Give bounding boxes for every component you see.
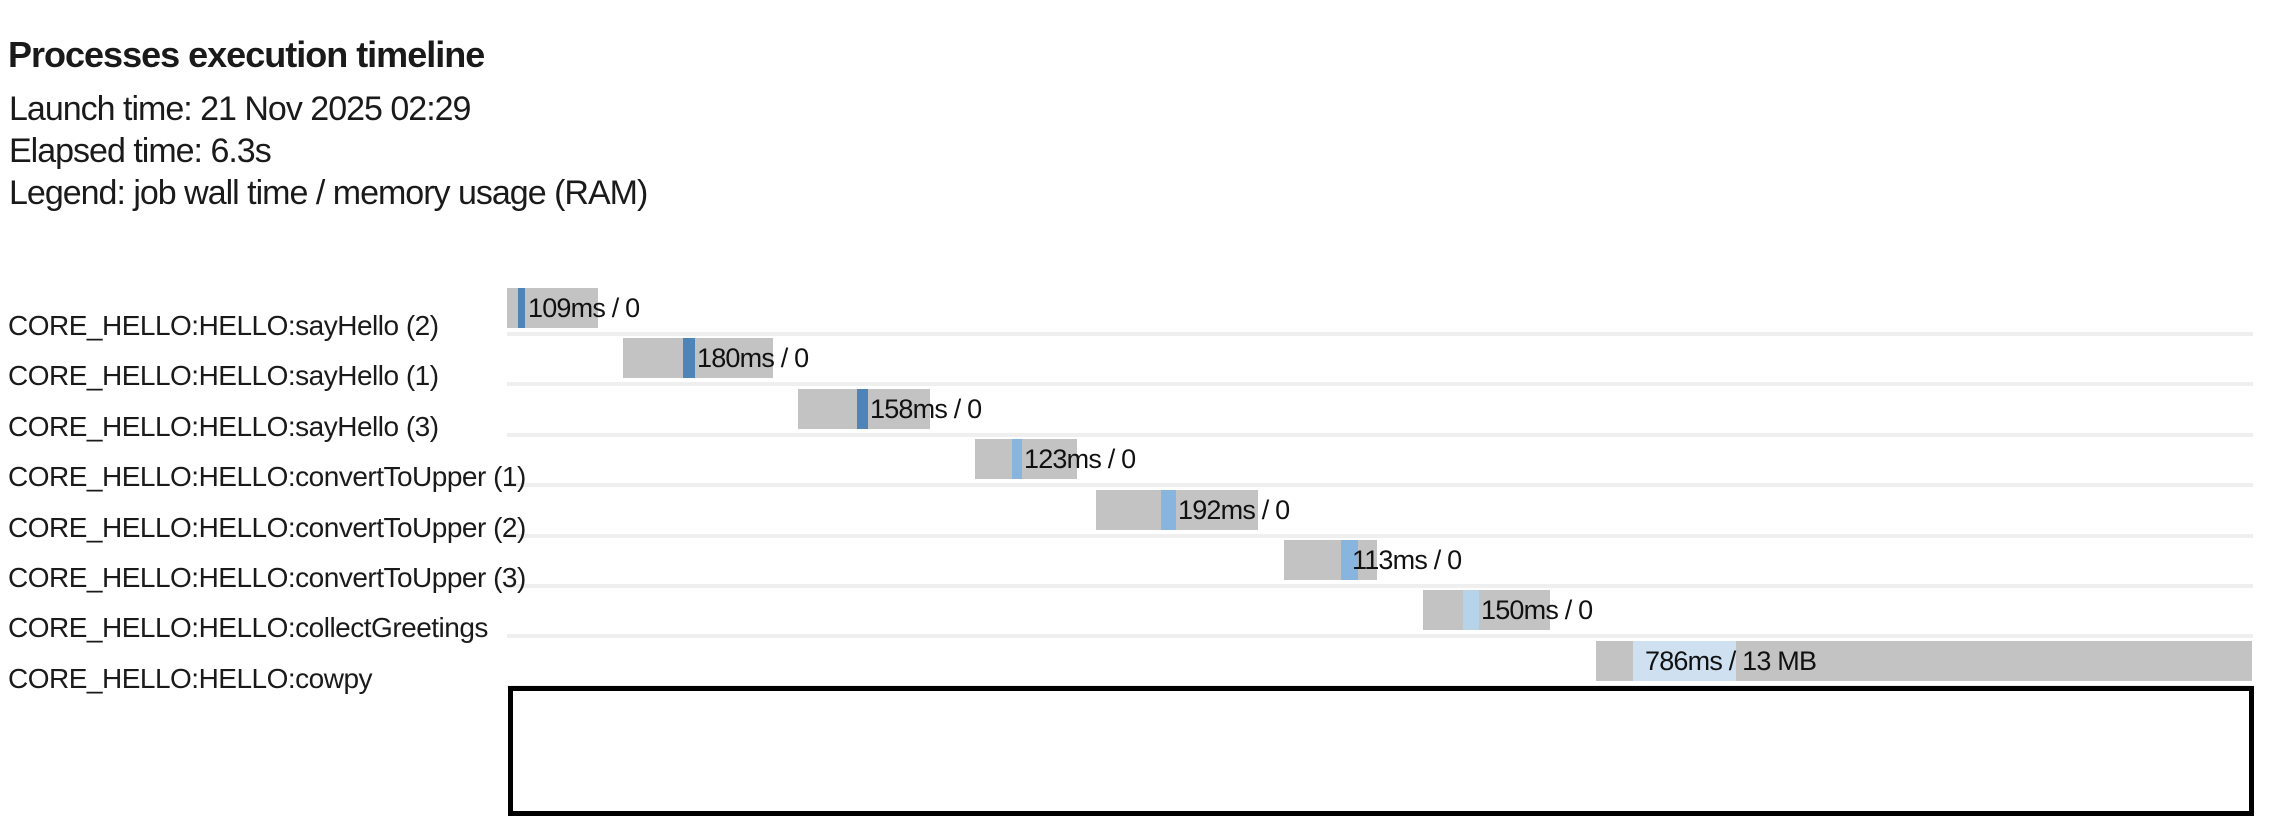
row-separator <box>507 533 2253 538</box>
timeline-chart: CORE_HELLO:HELLO:sayHello (2) 109ms / 0 CO… <box>8 288 2253 694</box>
task-value-label: 123ms / 0 <box>1024 444 1136 475</box>
row-separator <box>507 382 2253 387</box>
row-separator <box>507 584 2253 588</box>
task-value-label: 150ms / 0 <box>1481 595 1593 626</box>
cutoff-bordered-panel <box>508 686 2254 816</box>
task-value-label: 113ms / 0 <box>1352 545 1462 575</box>
task-walltime-bar <box>1633 640 1736 681</box>
process-label: CORE_HELLO:HELLO:cowpy <box>8 662 373 694</box>
task-walltime-bar <box>1463 590 1479 631</box>
run-metadata: Launch time: 21 Nov 2025 02:29 Elapsed t… <box>9 88 648 214</box>
task-walltime-bar <box>857 388 868 429</box>
task-value-label: 158ms / 0 <box>870 393 982 424</box>
launch-time-line: Launch time: 21 Nov 2025 02:29 <box>9 90 471 128</box>
task-value-label: 109ms / 0 <box>528 293 640 323</box>
row-separator <box>507 483 2253 488</box>
row-separator <box>507 332 2253 336</box>
row-separator <box>507 634 2253 639</box>
task-walltime-bar <box>1341 540 1358 580</box>
page-title: Processes execution timeline <box>8 34 485 76</box>
task-track-bar <box>1096 489 1258 530</box>
process-label: CORE_HELLO:HELLO:sayHello (2) <box>8 310 439 341</box>
task-value-label: 192ms / 0 <box>1178 494 1290 525</box>
elapsed-time-line: Elapsed time: 6.3s <box>9 132 272 170</box>
process-label: CORE_HELLO:HELLO:sayHello (3) <box>8 410 439 442</box>
task-value-label: 786ms / 13 MB <box>1645 645 1817 676</box>
process-label: CORE_HELLO:HELLO:collectGreetings <box>8 612 488 644</box>
task-track-bar <box>975 439 1077 480</box>
process-label: CORE_HELLO:HELLO:convertToUpper (3) <box>8 562 526 593</box>
process-label: CORE_HELLO:HELLO:convertToUpper (1) <box>8 461 526 493</box>
task-track-bar <box>1423 590 1550 631</box>
task-walltime-bar <box>683 338 695 379</box>
task-walltime-bar <box>518 288 525 328</box>
task-track-bar <box>1284 540 1377 580</box>
task-track-bar <box>623 338 773 379</box>
process-label: CORE_HELLO:HELLO:sayHello (1) <box>8 360 439 392</box>
process-label: CORE_HELLO:HELLO:convertToUpper (2) <box>8 511 526 543</box>
task-walltime-bar <box>1161 489 1176 530</box>
row-separator <box>507 432 2253 437</box>
task-walltime-bar <box>1012 439 1022 480</box>
task-value-label: 180ms / 0 <box>697 343 809 374</box>
legend-line: Legend: job wall time / memory usage (RA… <box>9 174 648 212</box>
